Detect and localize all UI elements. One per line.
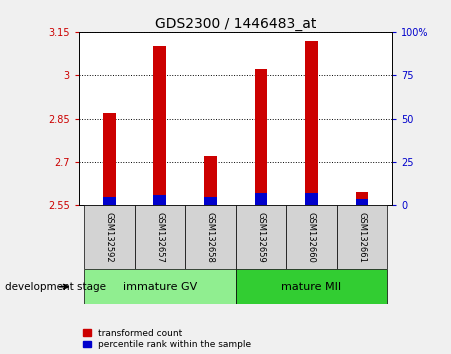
Bar [103, 113, 115, 205]
Bar [356, 199, 368, 205]
FancyBboxPatch shape [236, 269, 387, 304]
Bar [255, 193, 267, 205]
Legend: transformed count, percentile rank within the sample: transformed count, percentile rank withi… [83, 329, 251, 349]
Bar [204, 197, 216, 205]
Text: GSM132660: GSM132660 [307, 212, 316, 263]
Text: mature MII: mature MII [281, 282, 341, 292]
Title: GDS2300 / 1446483_at: GDS2300 / 1446483_at [155, 17, 316, 31]
FancyBboxPatch shape [286, 205, 337, 269]
Bar [153, 195, 166, 205]
Text: GSM132657: GSM132657 [155, 212, 164, 263]
Text: GSM132658: GSM132658 [206, 212, 215, 263]
Text: GSM132661: GSM132661 [358, 212, 367, 263]
Bar [103, 197, 115, 205]
FancyBboxPatch shape [337, 205, 387, 269]
Bar [305, 41, 318, 205]
FancyBboxPatch shape [84, 269, 236, 304]
Bar [356, 192, 368, 205]
FancyBboxPatch shape [134, 205, 185, 269]
Bar [204, 156, 216, 205]
Text: immature GV: immature GV [123, 282, 197, 292]
FancyBboxPatch shape [84, 205, 134, 269]
FancyBboxPatch shape [236, 205, 286, 269]
Text: development stage: development stage [5, 282, 106, 292]
Text: GSM132592: GSM132592 [105, 212, 114, 263]
FancyBboxPatch shape [185, 205, 236, 269]
Bar [153, 46, 166, 205]
Bar [255, 69, 267, 205]
Text: GSM132659: GSM132659 [257, 212, 266, 263]
Bar [305, 193, 318, 205]
